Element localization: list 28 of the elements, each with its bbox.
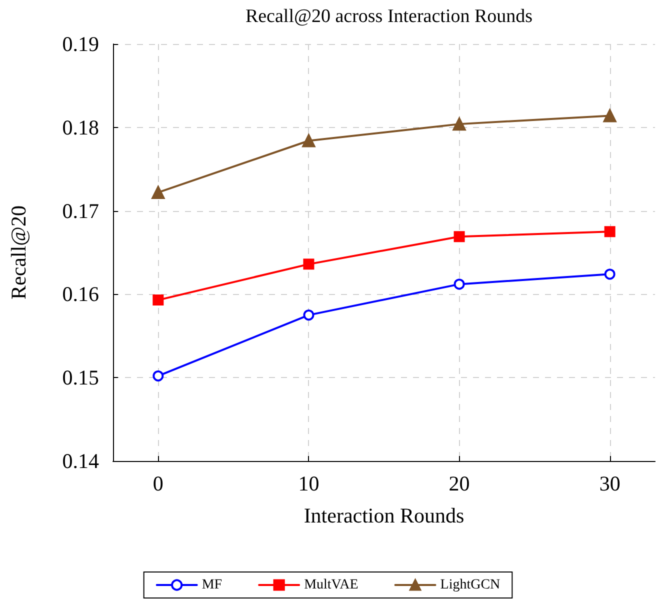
point	[604, 268, 616, 280]
point	[603, 109, 616, 122]
y-tick-label: 0.17	[62, 198, 99, 223]
y-tick-label: 0.14	[62, 449, 100, 473]
point	[152, 294, 164, 306]
y-axis-title: Recall@20	[6, 206, 30, 300]
chart-title: Recall@20 across Interaction Rounds	[245, 6, 533, 27]
legend-label: MultVAE	[304, 578, 358, 592]
point	[302, 134, 316, 148]
legend-label: LightGCN	[440, 578, 500, 592]
x-tick-label: 20	[448, 472, 470, 496]
x-tick-label: 0	[152, 472, 164, 496]
point	[452, 118, 466, 131]
point	[152, 370, 164, 382]
point	[454, 278, 465, 290]
y-tick-label: 0.16	[62, 282, 99, 306]
x-tick-label: 10	[298, 472, 320, 496]
point	[303, 258, 314, 270]
y-tick-label: 0.15	[62, 366, 99, 390]
point	[604, 226, 616, 238]
y-tick-label: 0.19	[62, 32, 99, 56]
legend-label: MF	[202, 578, 222, 592]
point	[454, 231, 465, 242]
point	[303, 310, 314, 321]
y-tick-label: 0.18	[62, 115, 99, 140]
x-tick-label: 30	[599, 472, 620, 496]
point	[152, 186, 165, 199]
x-axis-title: Interaction Rounds	[304, 504, 464, 528]
